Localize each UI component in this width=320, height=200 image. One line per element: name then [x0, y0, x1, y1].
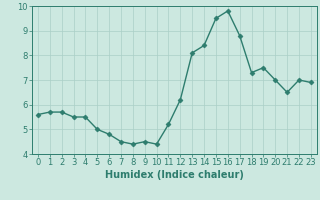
- X-axis label: Humidex (Indice chaleur): Humidex (Indice chaleur): [105, 170, 244, 180]
